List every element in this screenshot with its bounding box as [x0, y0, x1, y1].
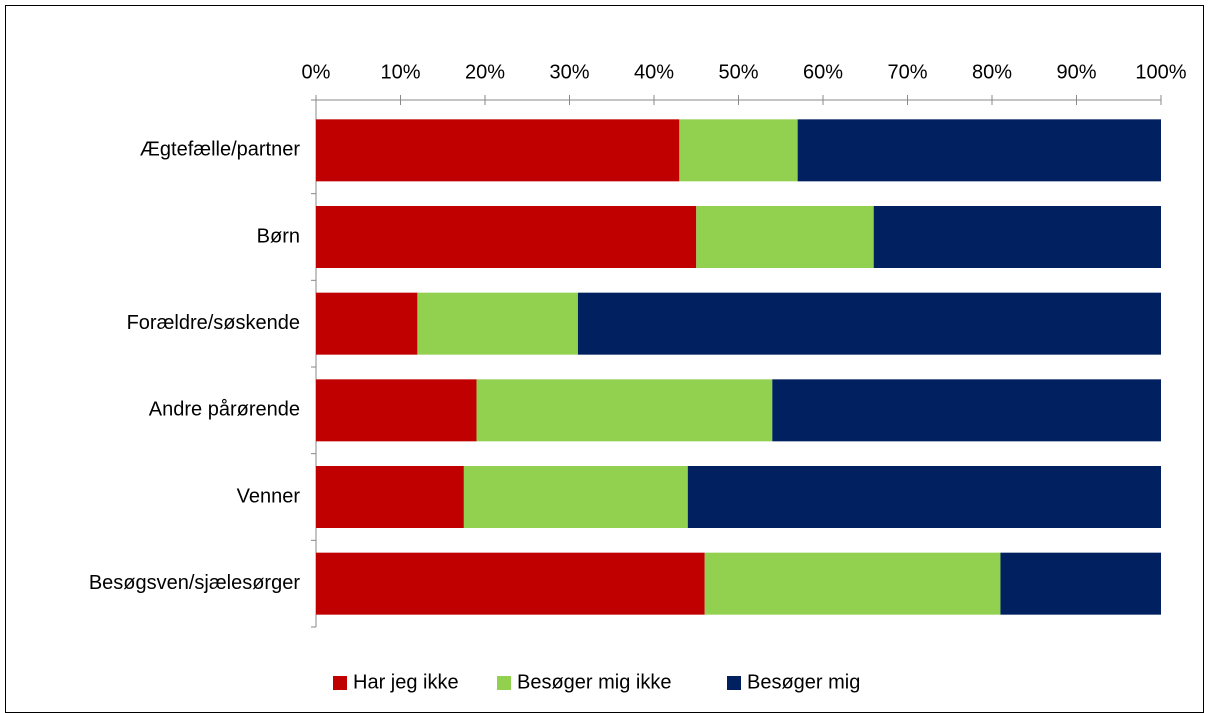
x-tick-label: 90% — [1056, 61, 1096, 83]
legend-swatch — [727, 676, 741, 690]
bar-segment — [316, 206, 697, 268]
x-tick-label: 70% — [887, 61, 927, 83]
bar-segment — [476, 379, 773, 442]
bar-segment — [797, 119, 1161, 182]
x-tick-label: 60% — [803, 61, 843, 83]
bar-segment — [1000, 552, 1161, 615]
bar-segment — [873, 206, 1161, 268]
bar-segment — [704, 552, 1001, 615]
legend-label: Besøger mig ikke — [517, 671, 672, 693]
legend-label: Har jeg ikke — [353, 671, 459, 693]
bar-segment — [772, 379, 1161, 442]
legend-swatch — [333, 676, 347, 690]
y-tick-label: Forældre/søskende — [127, 312, 300, 334]
bar-segment — [417, 292, 578, 355]
x-tick-label: 30% — [549, 61, 589, 83]
y-tick-label: Andre pårørende — [149, 399, 300, 421]
bar-segment — [316, 552, 705, 615]
bar-segment — [463, 466, 688, 528]
bar-segment — [316, 466, 464, 528]
y-tick-label: Besøgsven/sjælesørger — [89, 572, 301, 594]
bar-segment — [687, 466, 1161, 528]
x-tick-label: 0% — [302, 61, 331, 83]
x-tick-label: 100% — [1135, 61, 1186, 83]
y-tick-label: Venner — [237, 485, 301, 507]
bar-segment — [577, 292, 1161, 355]
x-tick-label: 40% — [634, 61, 674, 83]
bar-segment — [316, 119, 680, 182]
bar-segment — [316, 379, 477, 442]
y-tick-label: Børn — [257, 225, 300, 247]
bar-segment — [679, 119, 798, 182]
legend-label: Besøger mig — [747, 671, 860, 693]
y-tick-label: Ægtefælle/partner — [140, 139, 300, 161]
legend-swatch — [497, 676, 511, 690]
bar-segment — [316, 292, 418, 355]
x-tick-label: 80% — [972, 61, 1012, 83]
x-tick-label: 10% — [380, 61, 420, 83]
bar-segment — [696, 206, 874, 268]
x-tick-label: 50% — [718, 61, 758, 83]
x-tick-label: 20% — [465, 61, 505, 83]
